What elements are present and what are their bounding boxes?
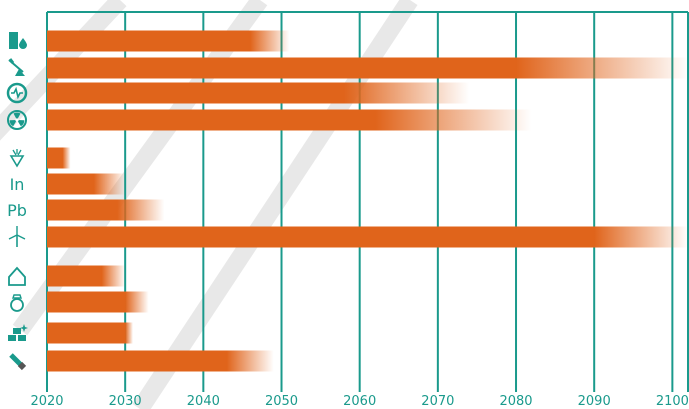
radiation-icon — [7, 110, 27, 130]
bar — [47, 199, 165, 221]
x-tick-label: 2090 — [578, 394, 611, 409]
oil-barrel-drop-icon — [9, 32, 27, 49]
svg-text:In: In — [10, 175, 25, 194]
svg-text:Pb: Pb — [7, 201, 27, 220]
flashlight-icon — [9, 353, 27, 371]
oil-pump-icon — [8, 58, 25, 76]
x-tick-label: 2060 — [343, 394, 376, 409]
ore-icon — [9, 149, 25, 168]
gas-icon — [6, 82, 28, 104]
x-tick-label: 2080 — [499, 394, 532, 409]
bar — [47, 322, 133, 344]
x-tick-label: 2030 — [109, 394, 142, 409]
bar — [47, 57, 688, 79]
x-axis-ticks: 2020 2030 2040 2050 2060 2070 2080 2090 2100 — [30, 394, 688, 409]
bar — [47, 291, 149, 313]
bar — [47, 30, 290, 52]
lead-icon: Pb — [7, 201, 27, 220]
bar — [47, 173, 126, 195]
x-tick-label: 2100 — [656, 394, 689, 409]
bars — [47, 30, 688, 372]
bar — [47, 109, 532, 131]
wind-turbine-icon — [8, 226, 26, 247]
ring-icon — [10, 294, 24, 312]
row-icons: In Pb — [6, 32, 28, 371]
gold-bars-icon — [8, 324, 28, 341]
bar — [47, 82, 470, 104]
x-tick-label: 2040 — [187, 394, 220, 409]
bar — [47, 350, 274, 372]
x-tick-label: 2050 — [265, 394, 298, 409]
bar — [47, 265, 126, 287]
bar — [47, 147, 71, 169]
x-tick-label: 2070 — [421, 394, 454, 409]
watermark-stripe — [0, 0, 127, 141]
bar — [47, 226, 688, 248]
indium-icon: In — [10, 175, 25, 194]
house-icon — [8, 266, 26, 286]
x-tick-label: 2020 — [30, 394, 63, 409]
